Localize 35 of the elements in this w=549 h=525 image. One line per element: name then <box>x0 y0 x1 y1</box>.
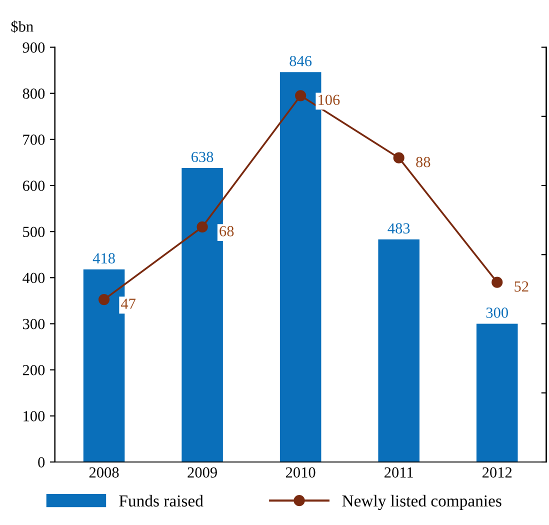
y-tick-label: 600 <box>22 180 45 191</box>
data-label: 638 <box>192 152 214 162</box>
y-tick-label: 200 <box>22 364 45 376</box>
y-tick-label: 700 <box>23 134 45 145</box>
point <box>393 152 404 164</box>
bar <box>378 239 420 462</box>
y-tick-label: 0 <box>38 457 45 468</box>
x-tick-label: 2010 <box>286 467 316 478</box>
data-label: 47 <box>121 298 136 309</box>
y-tick-label: 400 <box>22 272 45 284</box>
data-label: 418 <box>92 253 115 264</box>
data-label: 68 <box>220 226 234 236</box>
y-tick-label: 500 <box>23 226 45 238</box>
y-tick-label: 300 <box>22 318 45 330</box>
x-tick-label: 2011 <box>384 467 413 478</box>
point <box>492 276 503 288</box>
bar <box>476 324 518 462</box>
y-tick-label: 100 <box>24 411 45 422</box>
data-label: 300 <box>486 308 508 318</box>
y-tick-label: 800 <box>22 88 45 99</box>
legend-label: Funds raised <box>119 494 204 507</box>
legend-label: Newly listed companies <box>342 494 502 510</box>
x-tick-label: 2009 <box>188 467 217 478</box>
x-tick-label: 2008 <box>89 467 119 478</box>
x-tick-label: 2012 <box>482 467 512 478</box>
data-label: 88 <box>416 156 430 168</box>
point <box>196 221 208 233</box>
data-label: 106 <box>318 94 340 106</box>
point <box>98 294 110 306</box>
data-label: 52 <box>514 281 528 292</box>
data-label: 483 <box>388 223 410 234</box>
y-tick-label: 900 <box>22 42 45 53</box>
y-axis-title: $bn <box>11 20 34 33</box>
point <box>295 90 306 102</box>
data-label: 846 <box>290 56 312 66</box>
